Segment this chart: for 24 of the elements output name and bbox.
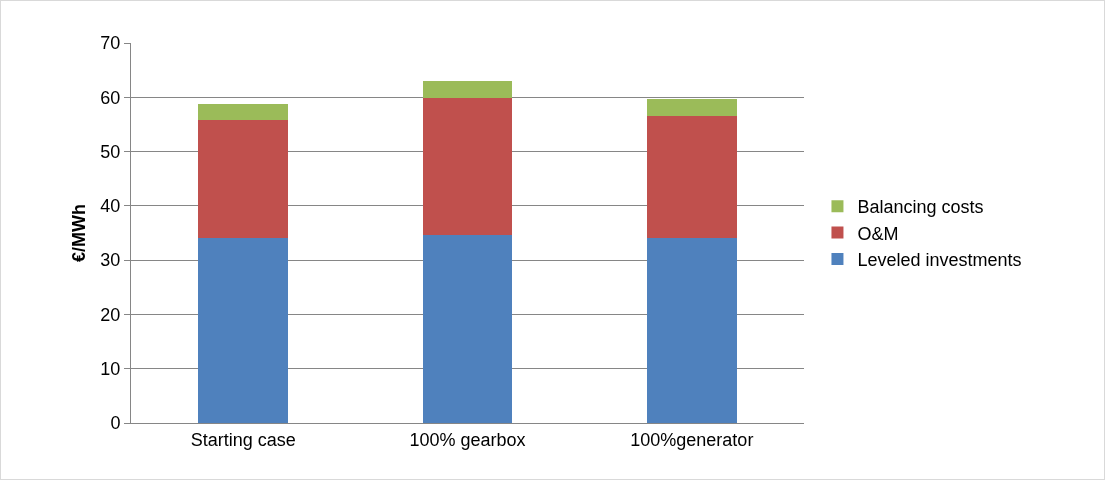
y-tick-label: 50 bbox=[100, 141, 121, 162]
x-tick-label: 100%generator bbox=[630, 429, 754, 450]
bar bbox=[198, 238, 289, 423]
legend-label: Balancing costs bbox=[857, 197, 984, 218]
bar bbox=[198, 103, 289, 121]
y-tick-label: 60 bbox=[100, 87, 121, 108]
y-tick-label: 20 bbox=[100, 304, 121, 325]
legend-label: Leveled investments bbox=[857, 250, 1022, 271]
y-tick-label: 0 bbox=[110, 413, 121, 434]
bar bbox=[646, 238, 737, 423]
x-tick-label: Starting case bbox=[190, 429, 296, 450]
bar bbox=[646, 115, 737, 239]
y-tick-label: 10 bbox=[100, 359, 121, 380]
y-tick-label: 40 bbox=[100, 196, 121, 217]
bar bbox=[422, 235, 513, 423]
y-tick-label: 70 bbox=[100, 33, 121, 54]
bar bbox=[646, 98, 737, 116]
y-tick-label: 30 bbox=[100, 250, 121, 271]
bar bbox=[422, 97, 513, 236]
x-tick-label: 100% gearbox bbox=[409, 429, 526, 450]
y-axis-title: €/MWh bbox=[69, 204, 89, 262]
legend-label: O&M bbox=[857, 223, 899, 244]
bar bbox=[198, 120, 289, 239]
bar bbox=[422, 81, 513, 98]
